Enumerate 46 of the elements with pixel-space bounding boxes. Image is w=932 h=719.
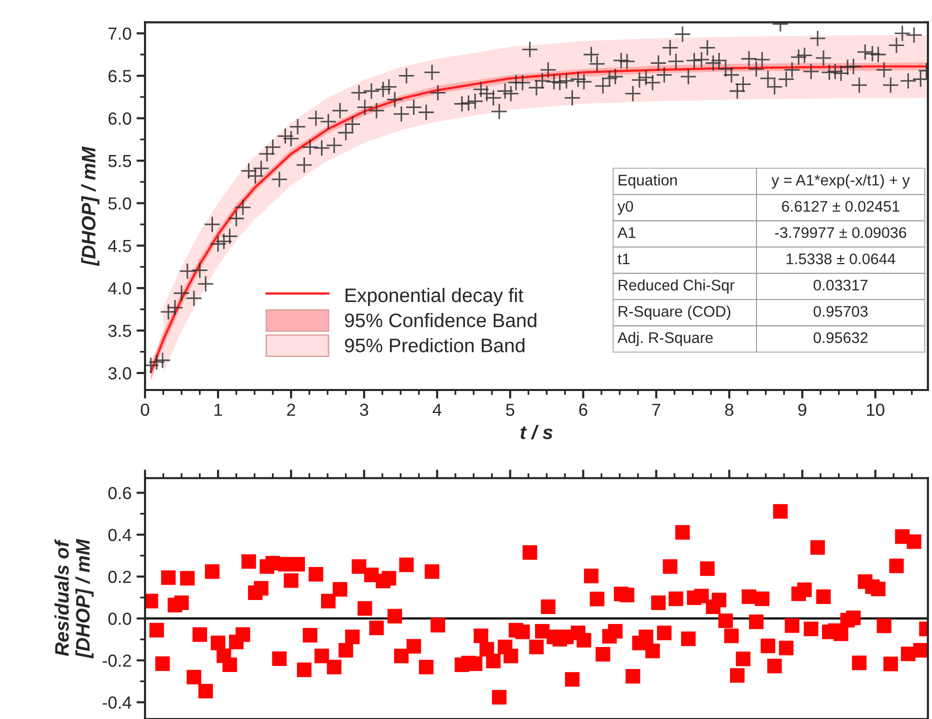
y-tick-label: 6.5: [108, 70, 132, 82]
x-tick-label: 1: [214, 404, 222, 416]
y-tick-label: 6.0: [108, 112, 132, 125]
annotation: A1: [618, 227, 636, 238]
legend-label: 95% Confidence Band: [344, 313, 536, 328]
y-tick-label: 3.5: [108, 324, 132, 338]
y-tick-label: 5.0: [108, 197, 132, 210]
annotation: Reduced Chi-Sqr: [618, 279, 734, 294]
y-tick-label: 4.0: [108, 282, 132, 295]
x-tick-label: 8: [725, 404, 734, 416]
annotation: 0.03317: [814, 280, 868, 291]
annotation: Adj. R-Square: [618, 332, 713, 346]
x-tick-label: 0: [140, 404, 150, 416]
annotation: 0.95703: [814, 306, 868, 317]
x-tick-label: 5: [506, 404, 514, 416]
annotation: y0: [618, 200, 634, 215]
x-tick-label: 6: [579, 404, 588, 416]
y-tick-label: -0.4: [102, 696, 132, 709]
annotation: 1.5338 ± 0.0644: [786, 253, 896, 264]
y-tick-label: 4.5: [108, 240, 132, 252]
y-tick-label: 0.6: [108, 486, 132, 500]
annotation: 0.95632: [814, 332, 868, 344]
annotation: Equation: [618, 174, 677, 189]
y-tick-label: 7.0: [108, 27, 132, 40]
y-tick-label: 0.4: [108, 528, 132, 542]
y-tick-label: 5.5: [108, 155, 132, 168]
x-tick-label: 2: [287, 404, 296, 416]
annotation: 6.6127 ± 0.02451: [782, 200, 900, 212]
x-axis-title: t / s: [520, 424, 553, 440]
y-axis-title: [DHOP] / mM: [81, 146, 100, 266]
legend-label: Exponential decay fit: [346, 288, 524, 306]
x-tick-label: 7: [652, 404, 660, 416]
x-tick-label: 9: [798, 404, 806, 416]
x-tick-label: 4: [432, 404, 442, 416]
annotation: y = A1*exp(-x/t1) + y: [771, 174, 910, 189]
x-tick-label: 10: [866, 404, 884, 416]
y-axis-title: Residuals of [DHOP] / mM: [54, 538, 94, 658]
annotation: t1: [618, 254, 630, 264]
y-tick-label: 3.0: [108, 367, 132, 380]
y-tick-label: -0.2: [102, 654, 131, 667]
annotation: -3.79977 ± 0.09036: [775, 227, 906, 238]
y-tick-label: 0.0: [108, 612, 132, 625]
y-tick-label: 0.2: [108, 570, 131, 584]
annotation: R-Square (COD): [618, 306, 730, 320]
legend-label: 95% Prediction Band: [344, 338, 524, 352]
x-tick-label: 3: [360, 404, 368, 416]
